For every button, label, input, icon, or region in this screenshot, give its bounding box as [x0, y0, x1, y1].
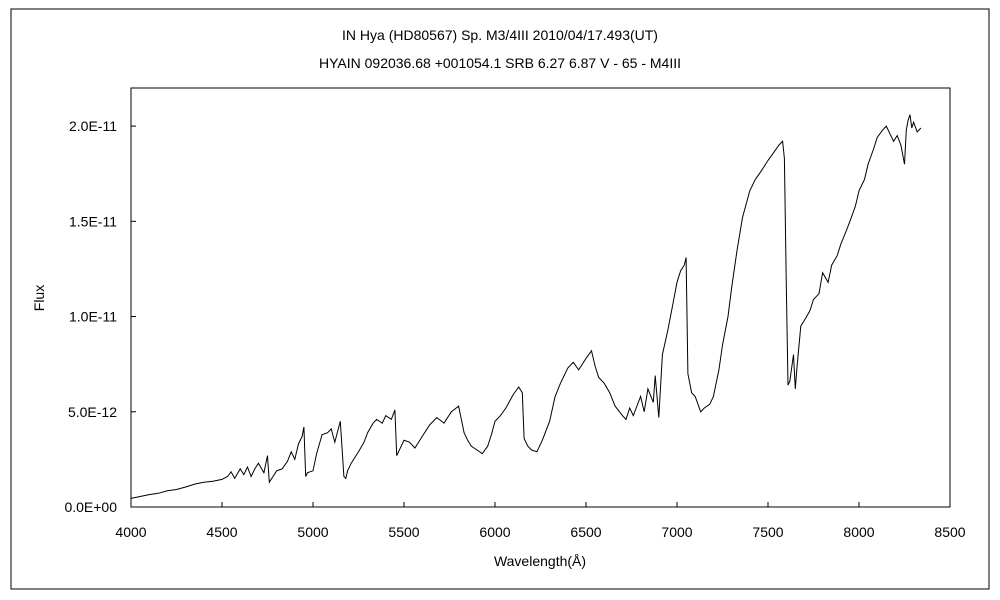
x-tick-label: 4500	[206, 524, 237, 540]
x-tick-label: 6500	[570, 524, 601, 540]
y-tick-label: 2.0E-11	[69, 118, 117, 134]
chart-title: IN Hya (HD80567) Sp. M3/4III 2010/04/17.…	[342, 27, 658, 43]
x-axis-ticks: 4000 4500 5000 5500 6000 6500 7000 7500 8000 8500	[115, 502, 966, 540]
y-tick-label: 5.0E-12	[68, 404, 117, 420]
y-axis-ticks: 0.0E+00 5.0E-12 1.0E-11 1.5E-11 2.0E-11	[64, 118, 136, 515]
x-axis-label: Wavelength(Å)	[494, 553, 586, 569]
x-tick-label: 7000	[661, 524, 692, 540]
chart-frame	[10, 8, 990, 590]
x-tick-label: 4000	[115, 524, 146, 540]
y-axis-label: Flux	[31, 285, 47, 311]
x-tick-label: 8500	[934, 524, 965, 540]
x-tick-label: 5500	[388, 524, 419, 540]
flux-spectrum-line	[130, 114, 922, 499]
chart-subtitle: HYAIN 092036.68 +001054.1 SRB 6.27 6.87 …	[319, 55, 681, 71]
x-tick-label: 6000	[479, 524, 510, 540]
x-tick-label: 7500	[752, 524, 783, 540]
y-tick-label: 0.0E+00	[64, 499, 117, 515]
x-tick-label: 5000	[297, 524, 328, 540]
y-tick-label: 1.5E-11	[69, 213, 117, 229]
y-tick-label: 1.0E-11	[69, 309, 117, 325]
plot-area	[130, 87, 951, 508]
x-tick-label: 8000	[843, 524, 874, 540]
